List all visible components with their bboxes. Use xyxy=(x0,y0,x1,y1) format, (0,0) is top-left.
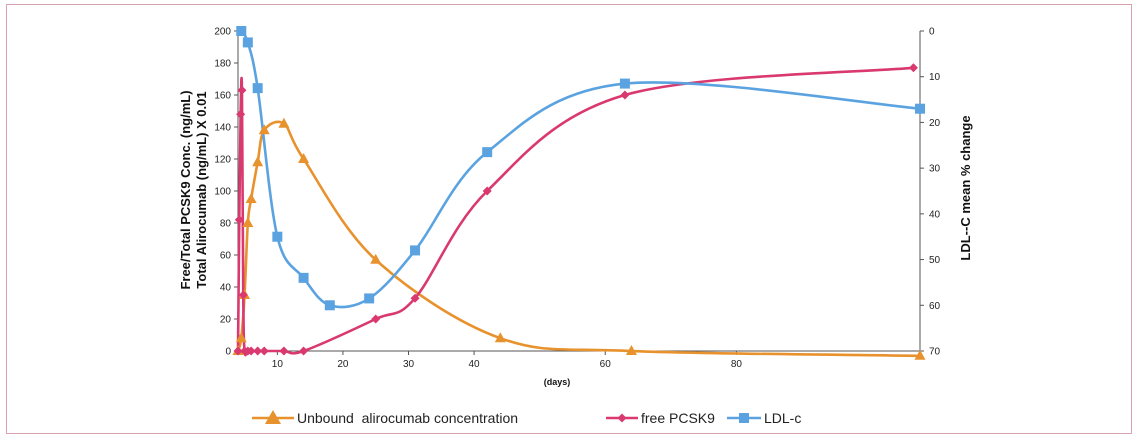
free-pcsk9-point xyxy=(236,109,246,119)
ldl-c-point xyxy=(482,147,493,158)
unbound-alirocumab-point xyxy=(494,332,506,343)
unbound-alirocumab-point xyxy=(370,253,382,264)
x-axis-label: (days) xyxy=(544,377,571,387)
free-pcsk9-point xyxy=(234,215,244,225)
free-pcsk9-point xyxy=(253,346,263,356)
y-left-tick-label: 180 xyxy=(214,59,231,70)
free-pcsk9-point xyxy=(410,293,420,303)
legend-ldl-c-marker xyxy=(739,413,749,423)
y-axis-left-label-2: Total Alirocumab (ng/mL) X 0.01 xyxy=(194,91,209,288)
unbound-alirocumab-point xyxy=(278,117,290,128)
y-axis-left-label-1: Free/Total PCSK9 Conc. (ng/mL) xyxy=(178,90,193,289)
free-pcsk9-point xyxy=(908,63,918,73)
free-pcsk9-point xyxy=(233,346,243,356)
free-pcsk9-line xyxy=(236,66,914,357)
unbound-alirocumab-point xyxy=(914,349,926,360)
unbound-alirocumab-line xyxy=(236,120,921,358)
ldl-c-point xyxy=(410,245,421,256)
series-markers xyxy=(232,26,926,360)
free-pcsk9-point xyxy=(299,346,309,356)
ldl-c-point xyxy=(915,103,925,114)
unbound-alirocumab-point xyxy=(242,217,254,227)
free-pcsk9-point xyxy=(237,85,247,95)
free-pcsk9-point xyxy=(371,314,381,324)
tick-labels: 0 20 40 60 80 100 120 140 160 180 200 0 10 20 30 40 50 60… xyxy=(214,27,940,371)
y-right-tick-label: 50 xyxy=(929,255,941,266)
y-right-tick-label: 10 xyxy=(929,72,941,83)
y-left-tick-label: 40 xyxy=(220,283,232,294)
unbound-alirocumab-point xyxy=(235,332,247,343)
y-right-tick-label: 30 xyxy=(929,164,941,175)
legend-free-pcsk9-marker xyxy=(617,413,627,423)
x-tick-label: 10 xyxy=(272,359,284,370)
chart-frame xyxy=(6,4,1132,434)
free-pcsk9-point xyxy=(620,90,630,100)
legend: Unbound alirocumab concentration free PCS… xyxy=(252,410,801,426)
free-pcsk9-point xyxy=(259,346,269,356)
y-left-tick-label: 200 xyxy=(214,27,231,38)
y-right-tick-label: 20 xyxy=(929,118,941,129)
series-lines xyxy=(236,30,921,358)
ldl-c-point xyxy=(619,78,630,89)
ldl-c-point xyxy=(236,26,247,36)
unbound-alirocumab-point xyxy=(625,345,637,355)
y-right-tick-label: 70 xyxy=(929,347,941,358)
ldl-c-point xyxy=(324,300,335,311)
ldl-c-point xyxy=(298,272,309,283)
legend-unbound-alirocumab-marker xyxy=(265,410,281,424)
y-left-tick-label: 160 xyxy=(214,91,231,102)
free-pcsk9-point xyxy=(238,290,248,300)
y-left-tick-label: 100 xyxy=(214,187,231,198)
free-pcsk9-point xyxy=(246,346,256,356)
ldl-c-point xyxy=(364,293,375,304)
y-left-tick-label: 0 xyxy=(225,347,231,358)
ldl-c-point xyxy=(242,37,253,48)
free-pcsk9-point xyxy=(482,186,492,196)
legend-ldl-c-label: LDL-c xyxy=(764,410,801,426)
y-axis-right-label: LDL--C mean % change xyxy=(958,115,973,260)
y-right-tick-label: 40 xyxy=(929,209,941,220)
y-left-tick-label: 120 xyxy=(214,155,231,166)
ldl-c-point xyxy=(252,83,263,94)
unbound-alirocumab-point xyxy=(298,153,310,163)
unbound-alirocumab-point xyxy=(245,193,257,203)
free-pcsk9-point xyxy=(279,346,289,356)
y-left-tick-label: 60 xyxy=(220,251,232,262)
y-right-tick-label: 0 xyxy=(929,27,935,38)
unbound-alirocumab-point xyxy=(258,124,270,135)
unbound-alirocumab-point xyxy=(252,156,264,167)
x-tick-label: 30 xyxy=(403,359,415,370)
y-right-tick-label: 60 xyxy=(929,301,941,312)
legend-unbound-alirocumab-label: Unbound alirocumab concentration xyxy=(297,410,518,426)
x-tick-label: 40 xyxy=(469,359,481,370)
x-tick-label: 80 xyxy=(731,359,743,370)
legend-free-pcsk9-label: free PCSK9 xyxy=(641,410,715,426)
y-left-tick-label: 20 xyxy=(220,315,232,326)
x-tick-label: 20 xyxy=(337,359,349,370)
y-left-tick-label: 80 xyxy=(220,219,232,230)
ldl-c-point xyxy=(272,231,283,242)
y-left-tick-label: 140 xyxy=(214,123,231,134)
x-tick-label: 60 xyxy=(600,359,612,370)
